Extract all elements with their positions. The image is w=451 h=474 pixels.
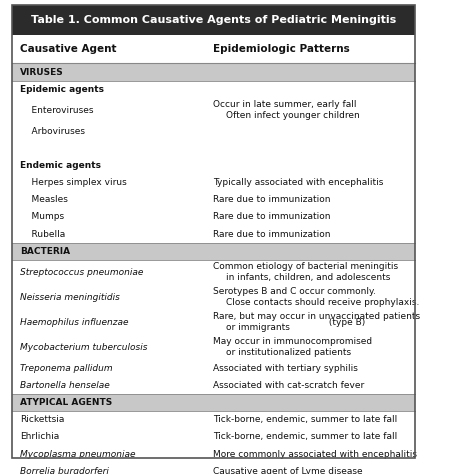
FancyBboxPatch shape (12, 174, 414, 191)
Text: Rickettsia: Rickettsia (20, 415, 64, 424)
Text: Arboviruses: Arboviruses (20, 127, 85, 136)
FancyBboxPatch shape (12, 123, 414, 140)
Text: Measles: Measles (20, 195, 68, 204)
FancyBboxPatch shape (12, 226, 414, 243)
FancyBboxPatch shape (12, 428, 414, 446)
Text: (type B): (type B) (326, 318, 365, 327)
Text: Ehrlichia: Ehrlichia (20, 432, 60, 441)
FancyBboxPatch shape (12, 98, 414, 123)
Text: Causative Agent: Causative Agent (20, 44, 117, 54)
Text: or institutionalized patients: or institutionalized patients (226, 348, 351, 357)
FancyBboxPatch shape (12, 157, 414, 174)
Text: Mycobacterium tuberculosis: Mycobacterium tuberculosis (20, 343, 147, 352)
Text: Close contacts should receive prophylaxis.: Close contacts should receive prophylaxi… (226, 298, 419, 307)
Text: Neisseria meningitidis: Neisseria meningitidis (20, 293, 120, 302)
Text: Epidemic agents: Epidemic agents (20, 85, 104, 94)
Text: Streptococcus pneumoniae: Streptococcus pneumoniae (20, 268, 143, 277)
FancyBboxPatch shape (12, 335, 414, 360)
Text: Borrelia burgdorferi: Borrelia burgdorferi (20, 467, 109, 474)
FancyBboxPatch shape (12, 394, 414, 411)
FancyBboxPatch shape (12, 260, 414, 285)
Text: VIRUSES: VIRUSES (20, 67, 64, 76)
FancyBboxPatch shape (12, 446, 414, 463)
Text: Treponema pallidum: Treponema pallidum (20, 364, 113, 373)
FancyBboxPatch shape (12, 35, 414, 64)
Text: Often infect younger children: Often infect younger children (226, 111, 359, 120)
Text: Common etiology of bacterial meningitis: Common etiology of bacterial meningitis (213, 262, 398, 271)
Text: Associated with cat-scratch fever: Associated with cat-scratch fever (213, 381, 364, 390)
Text: More commonly associated with encephalitis: More commonly associated with encephalit… (213, 449, 417, 458)
Text: Serotypes B and C occur commonly.: Serotypes B and C occur commonly. (213, 287, 376, 296)
FancyBboxPatch shape (12, 411, 414, 428)
FancyBboxPatch shape (12, 64, 414, 81)
Text: in infants, children, and adolescents: in infants, children, and adolescents (226, 273, 390, 283)
Text: Table 1. Common Causative Agents of Pediatric Meningitis: Table 1. Common Causative Agents of Pedi… (31, 15, 396, 25)
Text: Causative agent of Lyme disease: Causative agent of Lyme disease (213, 467, 363, 474)
Text: May occur in immunocompromised: May occur in immunocompromised (213, 337, 373, 346)
FancyBboxPatch shape (12, 5, 414, 35)
Text: Mycoplasma pneumoniae: Mycoplasma pneumoniae (20, 449, 136, 458)
FancyBboxPatch shape (12, 285, 414, 310)
FancyBboxPatch shape (12, 463, 414, 474)
Text: Rare due to immunization: Rare due to immunization (213, 212, 331, 221)
Text: Endemic agents: Endemic agents (20, 161, 101, 170)
Text: Haemophilus influenzae: Haemophilus influenzae (20, 318, 129, 327)
Text: Associated with tertiary syphilis: Associated with tertiary syphilis (213, 364, 358, 373)
Text: Tick-borne, endemic, summer to late fall: Tick-borne, endemic, summer to late fall (213, 432, 397, 441)
FancyBboxPatch shape (12, 360, 414, 377)
Text: Typically associated with encephalitis: Typically associated with encephalitis (213, 178, 384, 187)
Text: Occur in late summer, early fall: Occur in late summer, early fall (213, 100, 357, 109)
Text: Rare, but may occur in unvaccinated patients: Rare, but may occur in unvaccinated pati… (213, 312, 420, 321)
FancyBboxPatch shape (12, 377, 414, 394)
Text: Rubella: Rubella (20, 229, 65, 238)
FancyBboxPatch shape (12, 140, 414, 157)
Text: Rare due to immunization: Rare due to immunization (213, 195, 331, 204)
Text: Mumps: Mumps (20, 212, 64, 221)
FancyBboxPatch shape (12, 310, 414, 335)
Text: or immigrants: or immigrants (226, 323, 290, 332)
FancyBboxPatch shape (12, 209, 414, 226)
FancyBboxPatch shape (12, 191, 414, 209)
FancyBboxPatch shape (12, 81, 414, 98)
Text: Bartonella henselae: Bartonella henselae (20, 381, 110, 390)
Text: BACTERIA: BACTERIA (20, 247, 70, 256)
Text: Enteroviruses: Enteroviruses (20, 106, 94, 115)
Text: Epidemiologic Patterns: Epidemiologic Patterns (213, 44, 350, 54)
Text: Rare due to immunization: Rare due to immunization (213, 229, 331, 238)
FancyBboxPatch shape (12, 243, 414, 260)
Text: Tick-borne, endemic, summer to late fall: Tick-borne, endemic, summer to late fall (213, 415, 397, 424)
Text: Herpes simplex virus: Herpes simplex virus (20, 178, 127, 187)
Text: ATYPICAL AGENTS: ATYPICAL AGENTS (20, 398, 112, 407)
